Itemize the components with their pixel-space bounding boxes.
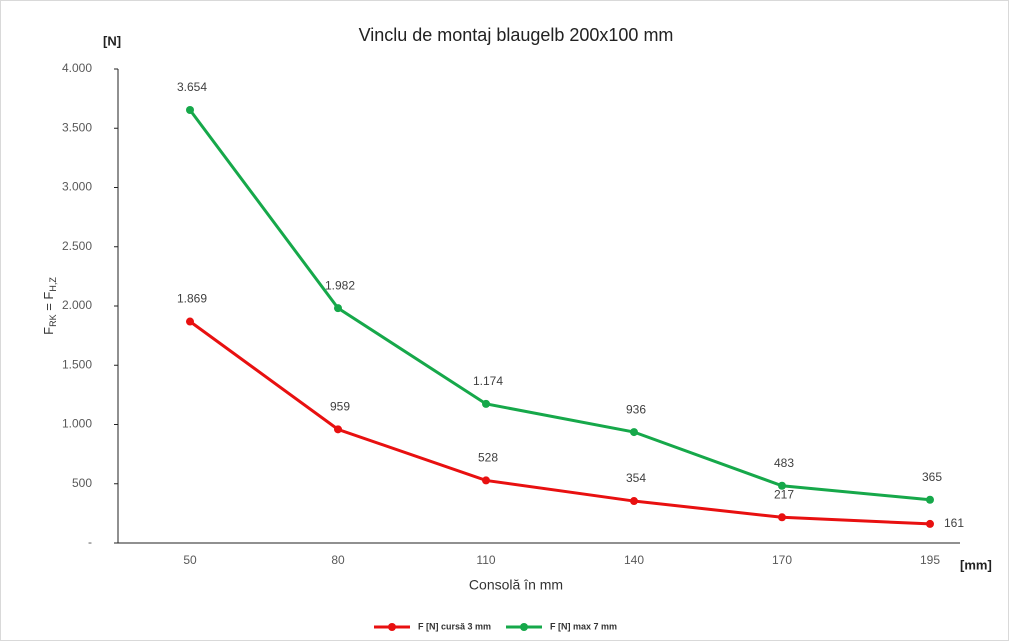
legend-marker	[520, 623, 528, 631]
y-label-sub: H,Z	[48, 277, 58, 292]
data-label: 1.869	[177, 292, 207, 306]
data-point	[186, 317, 194, 326]
x-tick-label: 195	[920, 553, 940, 567]
y-tick-label: -	[88, 535, 92, 549]
y-tick-label: 2.500	[62, 239, 92, 253]
data-point	[630, 497, 638, 506]
legend-label: F [N] cursă 3 mm	[418, 621, 491, 631]
data-label: 483	[774, 456, 794, 470]
series-line	[189, 320, 931, 526]
data-label: 161	[944, 516, 964, 530]
data-point	[778, 481, 786, 490]
y-tick-label: 1.500	[62, 357, 92, 371]
x-axis-label: Consolă în mm	[469, 577, 563, 593]
legend-marker	[388, 623, 396, 631]
data-label: 365	[922, 470, 942, 484]
chart-title: Vinclu de montaj blaugelb 200x100 mm	[359, 25, 674, 45]
legend-label: F [N] max 7 mm	[550, 621, 617, 631]
x-tick-label: 170	[772, 553, 792, 567]
x-tick-label: 80	[331, 553, 345, 567]
data-point	[926, 495, 934, 504]
y-tick-label: 3.000	[62, 180, 92, 194]
y-label-part: F	[41, 327, 56, 335]
data-point	[926, 519, 934, 528]
data-point	[482, 399, 490, 408]
data-point	[630, 428, 638, 437]
x-tick-label: 110	[476, 553, 495, 567]
data-label: 1.982	[325, 278, 355, 292]
y-unit: [N]	[103, 33, 121, 48]
data-label: 1.174	[473, 374, 503, 388]
data-point	[482, 476, 490, 485]
data-label: 3.654	[177, 80, 207, 94]
data-label: 354	[626, 471, 646, 485]
x-unit: [mm]	[960, 557, 992, 572]
data-point	[334, 425, 342, 434]
y-tick-label: 500	[72, 476, 92, 490]
x-tick-label: 50	[183, 553, 197, 567]
data-label: 936	[626, 402, 646, 416]
data-point	[334, 304, 342, 313]
data-point	[778, 513, 786, 522]
data-label: 959	[330, 400, 350, 414]
y-tick-label: 3.500	[62, 120, 92, 134]
data-label: 528	[478, 451, 498, 465]
y-tick-label: 2.000	[62, 298, 92, 312]
y-label-sub: RK	[48, 314, 58, 327]
series-line	[188, 109, 931, 502]
y-tick-label: 1.000	[62, 417, 92, 431]
data-point	[186, 106, 194, 115]
y-tick-label: 4.000	[62, 61, 92, 75]
y-label-part: = F	[41, 292, 56, 315]
x-tick-label: 140	[624, 553, 644, 567]
y-axis-label: FRK = FH,Z	[41, 277, 58, 335]
data-label: 217	[774, 487, 794, 501]
